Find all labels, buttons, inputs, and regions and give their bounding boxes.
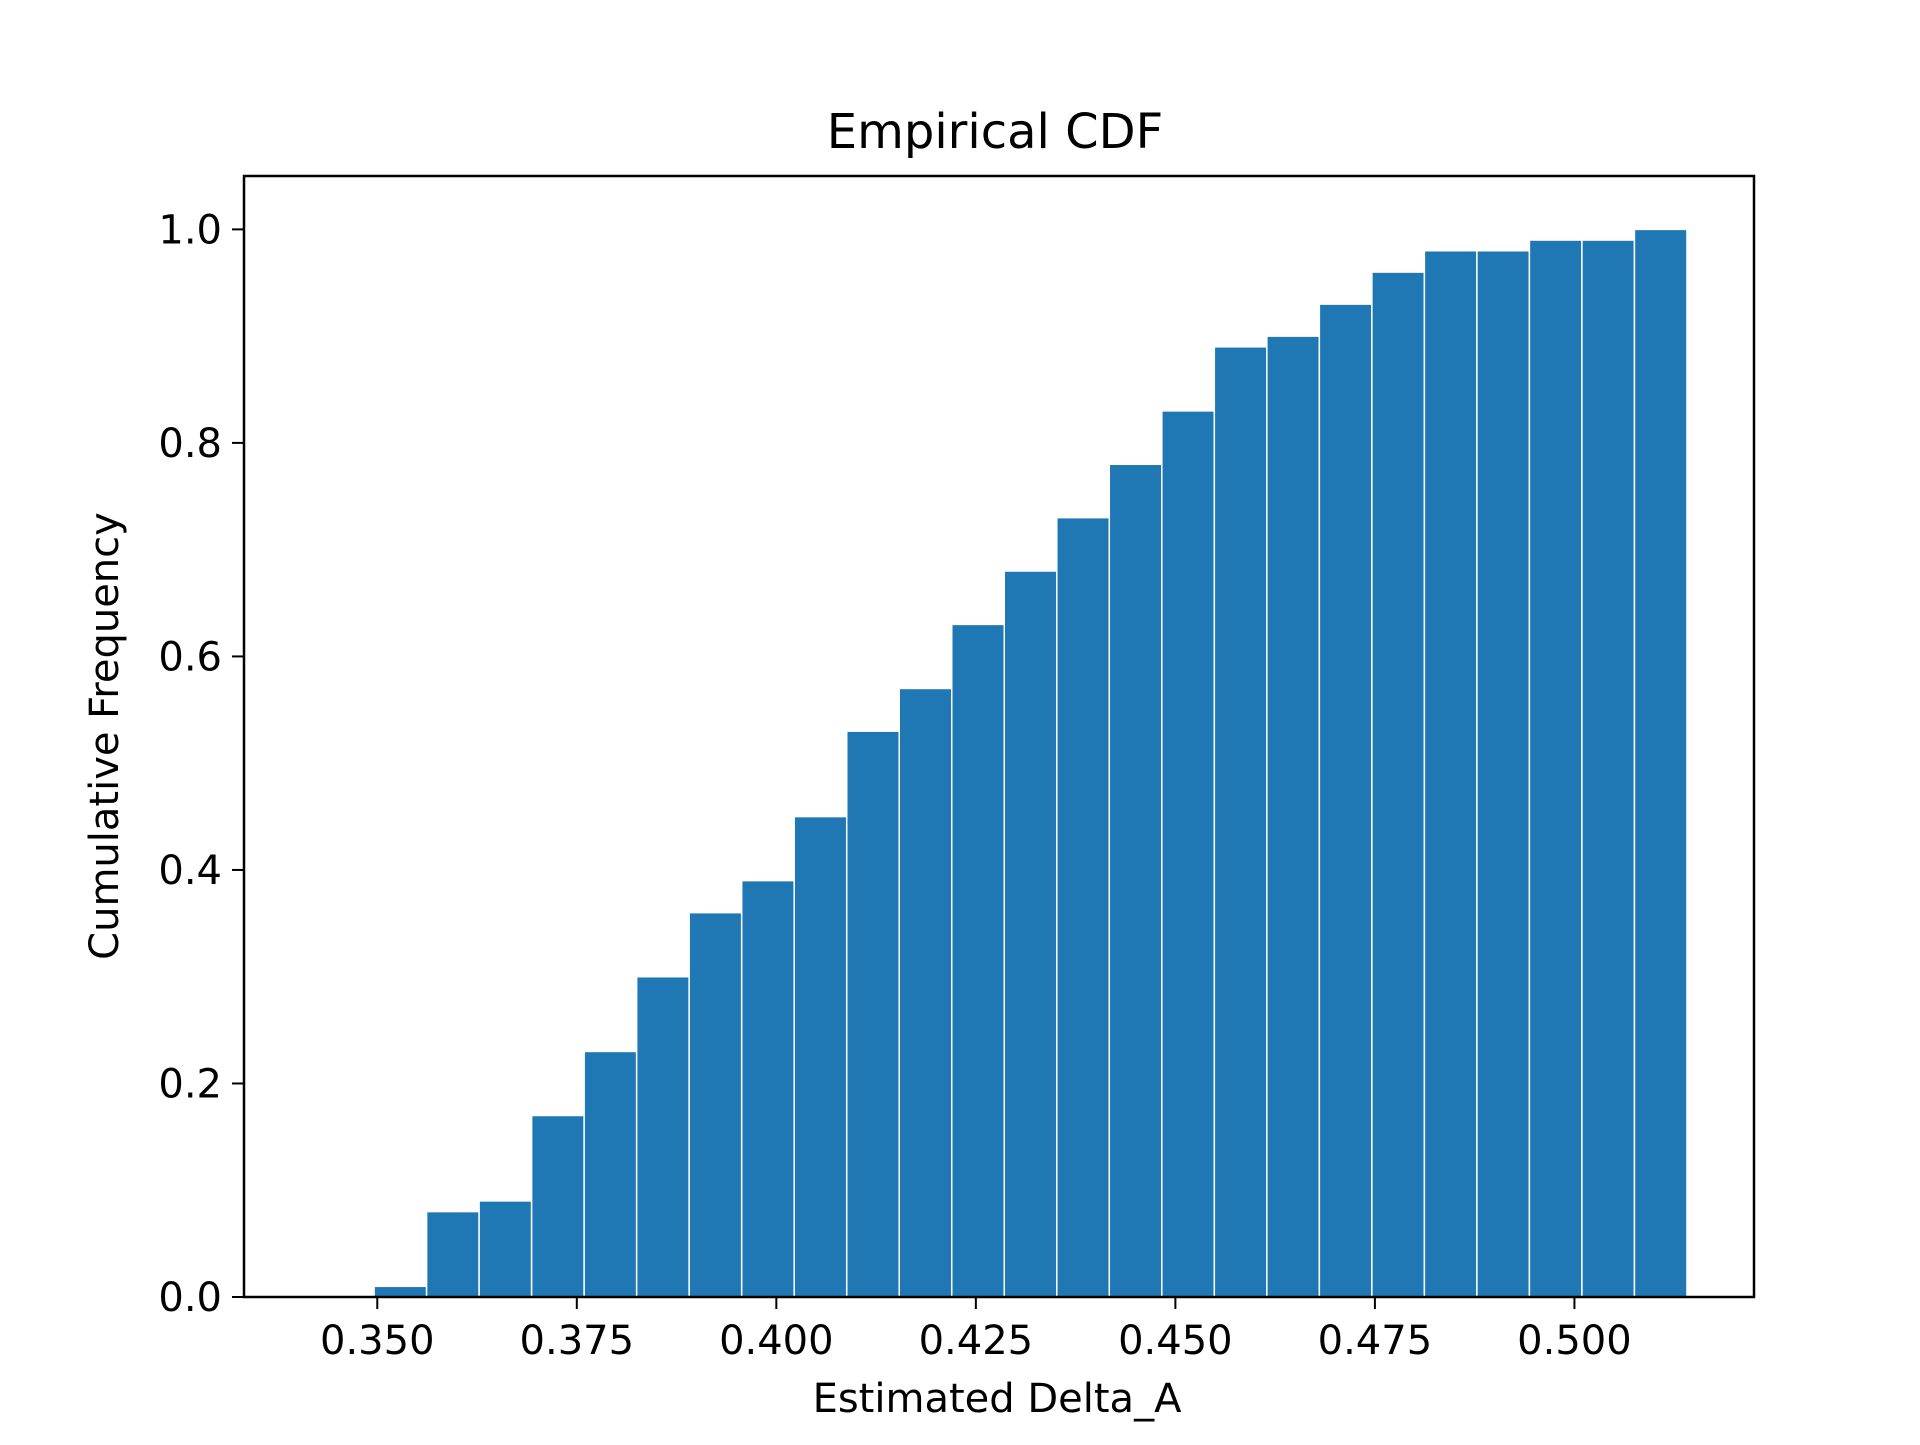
bar-22: [1528, 239, 1583, 1298]
bar-2: [478, 1200, 533, 1298]
x-tick-label-1: 0.375: [520, 1318, 635, 1364]
bars-group: [373, 228, 1688, 1298]
y-tick-label-1: 0.2: [158, 1061, 222, 1107]
bar-9: [845, 730, 900, 1298]
bar-7: [740, 879, 795, 1298]
bar-0: [373, 1285, 428, 1298]
bar-19: [1371, 271, 1426, 1298]
bar-24: [1633, 228, 1688, 1298]
y-tick-label-4: 0.8: [158, 421, 222, 467]
x-axis-label: Estimated Delta_A: [813, 1376, 1183, 1422]
bar-1: [425, 1210, 480, 1298]
bar-16: [1213, 346, 1268, 1298]
bar-17: [1266, 335, 1321, 1298]
y-axis-label: Cumulative Frequency: [82, 512, 128, 960]
bar-13: [1056, 516, 1111, 1298]
plot-frame: [242, 174, 1756, 1299]
y-tick-label-5: 1.0: [158, 207, 222, 253]
bar-23: [1581, 239, 1636, 1298]
y-tick-label-3: 0.6: [158, 634, 222, 680]
bar-11: [951, 623, 1006, 1298]
bar-15: [1161, 410, 1216, 1298]
x-tick-label-0: 0.350: [320, 1318, 435, 1364]
bar-8: [793, 815, 848, 1298]
y-axis: 0.0 0.2 0.4 0.6 0.8 1.0: [158, 207, 244, 1321]
bar-10: [898, 687, 953, 1298]
x-tick-label-6: 0.500: [1517, 1318, 1632, 1364]
y-tick-label-0: 0.0: [158, 1275, 222, 1321]
bar-18: [1318, 303, 1373, 1298]
y-tick-label-2: 0.4: [158, 848, 222, 894]
bar-4: [583, 1050, 638, 1298]
x-tick-label-5: 0.475: [1318, 1318, 1433, 1364]
bar-6: [688, 911, 743, 1298]
x-axis: 0.350 0.375 0.400 0.425 0.450 0.475 0.500: [320, 1297, 1632, 1364]
bar-21: [1476, 249, 1531, 1298]
x-tick-label-2: 0.400: [719, 1318, 834, 1364]
bar-3: [530, 1114, 585, 1298]
x-tick-label-4: 0.450: [1118, 1318, 1233, 1364]
bar-12: [1003, 570, 1058, 1298]
bar-5: [635, 975, 690, 1298]
bar-20: [1423, 249, 1478, 1298]
bar-14: [1108, 463, 1163, 1298]
chart-title: Empirical CDF: [827, 104, 1163, 160]
x-tick-label-3: 0.425: [919, 1318, 1034, 1364]
